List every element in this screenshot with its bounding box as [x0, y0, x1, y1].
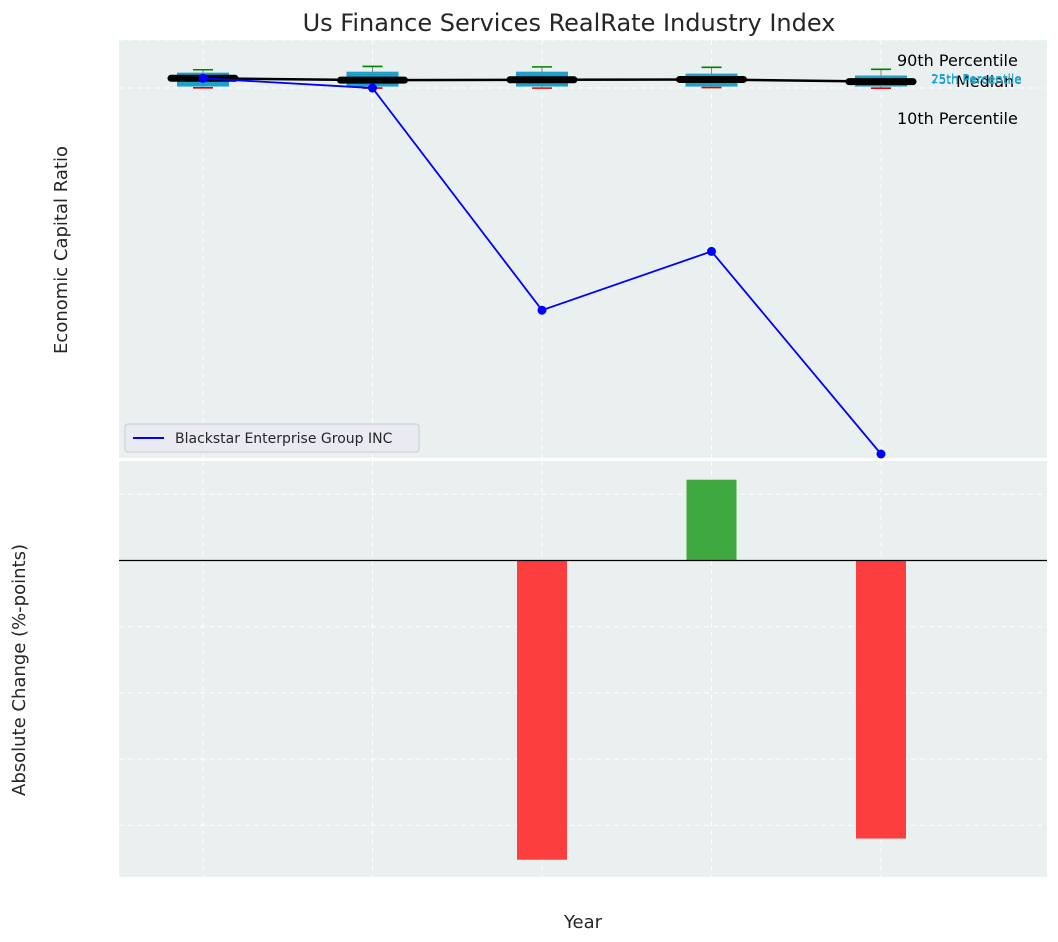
change-bar-2019	[517, 560, 567, 860]
bottom-plot-content	[119, 479, 1047, 860]
p75-annotation: 75th Percentile	[931, 73, 1022, 87]
chart-title: Us Finance Services RealRate Industry In…	[303, 9, 836, 37]
legend-entry: Blackstar Enterprise Group INC	[175, 431, 393, 447]
median-annotation: Median	[956, 72, 1014, 91]
bottom-y-axis-label: Absolute Change (%-points)	[9, 544, 30, 796]
company-point-2021	[876, 449, 886, 459]
change-bar-2021	[856, 560, 906, 839]
x-axis-label: Year	[563, 912, 603, 933]
company-point-2020	[707, 246, 716, 256]
legend-box	[124, 423, 420, 453]
company-point-2018	[368, 83, 377, 93]
p25-annotation: 25th Percentile	[931, 72, 1022, 86]
company-point-2017	[198, 73, 208, 83]
bottom-axes-background	[119, 461, 1047, 877]
p90-annotation: 90th Percentile	[897, 51, 1018, 70]
company-point-2019	[537, 305, 547, 315]
p10-annotation: 10th Percentile	[897, 109, 1018, 128]
change-bar-2020	[686, 479, 737, 561]
top-plot-content	[167, 65, 917, 459]
top-y-axis-label: Economic Capital Ratio	[51, 146, 72, 354]
top-axes-background	[119, 40, 1047, 458]
legend: Blackstar Enterprise Group INC	[124, 423, 420, 453]
